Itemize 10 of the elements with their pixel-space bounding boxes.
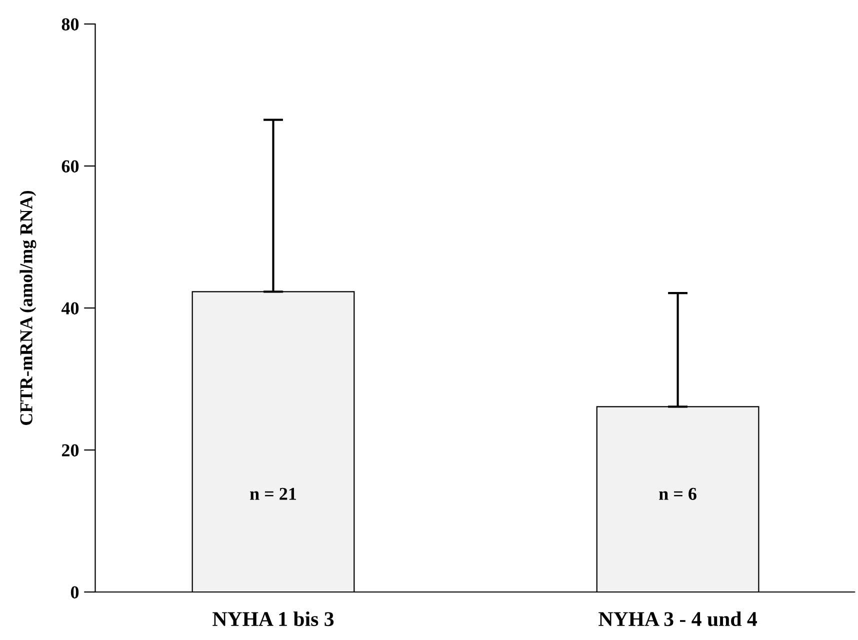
y-tick-label: 60 xyxy=(62,160,79,172)
annotation: n = 6 xyxy=(659,488,696,500)
y-tick-label: 0 xyxy=(70,586,79,598)
x-tick-label: NYHA 3 - 4 und 4 xyxy=(598,611,757,626)
y-tick-label: 80 xyxy=(62,18,79,30)
y-axis-title: CFTR-mRNA (amol/mg RNA) xyxy=(20,190,36,425)
x-tick-label: NYHA 1 bis 3 xyxy=(212,611,334,626)
y-tick-label: 20 xyxy=(62,444,79,456)
annotation: n = 21 xyxy=(250,488,296,500)
y-tick-label: 40 xyxy=(61,302,79,314)
